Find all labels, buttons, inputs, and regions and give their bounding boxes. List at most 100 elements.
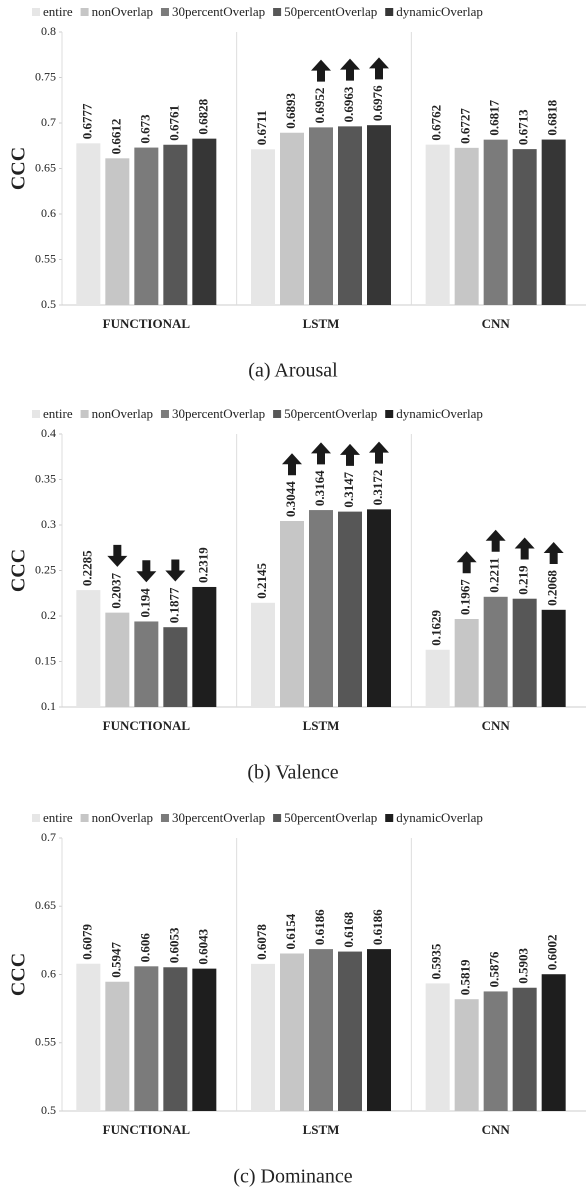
x-tick-label: CNN — [482, 316, 511, 331]
bar — [367, 509, 391, 707]
legend-label: nonOverlap — [92, 406, 153, 421]
legend-label: dynamicOverlap — [396, 406, 483, 421]
value-label: 0.6713 — [516, 109, 531, 145]
legend-label: 30percentOverlap — [172, 810, 265, 825]
legend-swatch — [385, 8, 394, 16]
value-label: 0.6727 — [458, 108, 473, 144]
value-label: 0.606 — [137, 933, 152, 963]
bar — [105, 158, 130, 305]
value-label: 0.6002 — [545, 934, 560, 970]
legend-label: 50percentOverlap — [284, 810, 377, 825]
bar — [512, 987, 537, 1111]
bar — [483, 991, 508, 1111]
arrow-marker — [165, 559, 186, 582]
bar — [425, 649, 450, 707]
legend-swatch — [32, 814, 40, 822]
y-tick-label: 0.15 — [35, 653, 56, 667]
bar — [454, 147, 479, 305]
bar — [163, 144, 188, 305]
bar — [541, 974, 566, 1111]
bar — [425, 983, 450, 1111]
legend-label: 50percentOverlap — [284, 406, 377, 421]
legend-label: entire — [43, 810, 73, 825]
bar — [192, 138, 217, 305]
bar — [367, 125, 391, 306]
chart-caption: (b) Valence — [247, 762, 338, 784]
value-label: 0.3044 — [283, 481, 298, 517]
legend-label: entire — [43, 4, 73, 19]
value-label: 0.3147 — [341, 471, 356, 507]
chart-caption: (c) Dominance — [233, 1166, 353, 1188]
arrow-marker — [107, 544, 128, 567]
legend-swatch — [160, 814, 169, 822]
bar — [134, 621, 159, 707]
arrow-marker — [136, 560, 157, 583]
y-tick-label: 0.2 — [41, 608, 56, 622]
value-label: 0.6963 — [341, 86, 356, 122]
arrow-marker — [485, 529, 506, 552]
bar — [280, 953, 304, 1111]
value-label: 0.6168 — [341, 911, 356, 947]
arrow-marker — [543, 542, 564, 565]
value-label: 0.5819 — [458, 959, 473, 995]
y-tick-label: 0.6 — [41, 966, 56, 980]
value-label: 0.6893 — [283, 92, 298, 128]
legend-swatch — [273, 814, 282, 822]
x-tick-label: CNN — [482, 1122, 511, 1137]
bar — [338, 951, 362, 1111]
value-label: 0.6828 — [195, 98, 210, 134]
bar — [367, 949, 391, 1111]
y-tick-label: 0.75 — [35, 69, 56, 83]
value-label: 0.2145 — [254, 563, 269, 599]
bar — [541, 609, 566, 707]
bar — [192, 968, 217, 1111]
bar — [338, 511, 362, 707]
legend-swatch — [273, 8, 282, 16]
value-label: 0.6952 — [312, 88, 327, 124]
bar — [163, 967, 188, 1111]
bar — [512, 598, 537, 707]
legend-swatch — [32, 8, 40, 16]
y-tick-label: 0.25 — [35, 562, 56, 576]
legend-label: 30percentOverlap — [172, 406, 265, 421]
y-tick-label: 0.55 — [35, 1035, 56, 1049]
bar — [163, 627, 188, 707]
value-label: 0.6818 — [545, 99, 560, 135]
value-label: 0.1877 — [166, 587, 181, 623]
y-tick-label: 0.65 — [35, 160, 56, 174]
y-tick-label: 0.5 — [41, 297, 56, 311]
bar — [483, 596, 508, 707]
bar — [192, 586, 217, 707]
bar — [541, 139, 566, 305]
legend-swatch — [160, 8, 169, 16]
legend-swatch — [80, 814, 89, 822]
x-tick-label: FUNCTIONAL — [103, 1122, 191, 1137]
bar — [483, 139, 508, 305]
y-tick-label: 0.55 — [35, 251, 56, 265]
legend-swatch — [80, 8, 89, 16]
y-axis-label: CCC — [8, 549, 30, 592]
bar — [338, 126, 362, 305]
value-label: 0.2285 — [79, 550, 94, 586]
y-tick-label: 0.35 — [35, 471, 56, 485]
bar — [105, 612, 130, 707]
arrow-marker — [311, 59, 331, 82]
value-label: 0.6078 — [254, 924, 269, 960]
y-tick-label: 0.7 — [41, 830, 56, 844]
y-axis-label: CCC — [8, 953, 30, 996]
value-label: 0.6817 — [487, 99, 502, 135]
x-tick-label: LSTM — [303, 1122, 340, 1137]
x-tick-label: LSTM — [303, 316, 340, 331]
value-label: 0.219 — [516, 565, 531, 595]
bar — [309, 127, 333, 305]
value-label: 0.5876 — [487, 951, 502, 987]
x-tick-label: FUNCTIONAL — [103, 718, 191, 733]
legend-label: dynamicOverlap — [396, 4, 483, 19]
value-label: 0.2037 — [108, 572, 123, 608]
value-label: 0.6612 — [108, 119, 123, 155]
legend-swatch — [385, 410, 394, 418]
value-label: 0.5947 — [108, 941, 123, 977]
bar — [454, 999, 479, 1111]
y-tick-label: 0.3 — [41, 517, 56, 531]
legend-label: nonOverlap — [92, 810, 153, 825]
